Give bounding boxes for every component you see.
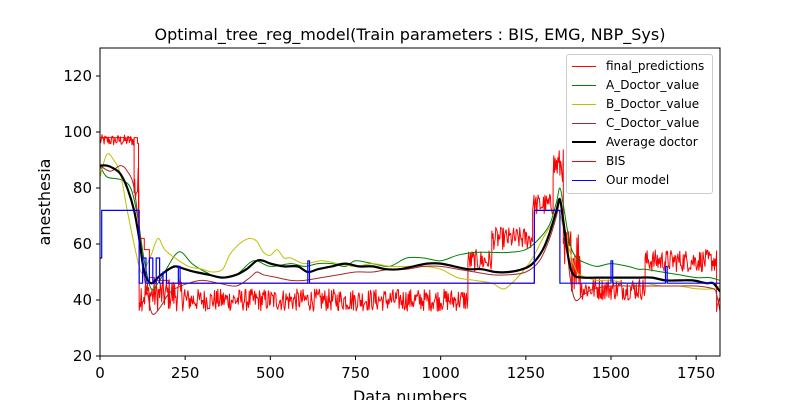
legend-label: A_Doctor_value (606, 78, 700, 92)
y-tick-label: 40 (73, 291, 92, 309)
legend-item-c-doctor: C_Doctor_value (567, 114, 714, 133)
x-tick-label: 1750 (677, 364, 715, 382)
series-our-model (100, 209, 720, 284)
legend-item-a-doctor: A_Doctor_value (567, 76, 714, 95)
legend-swatch-our-model (572, 180, 596, 181)
x-tick-label: 750 (341, 364, 370, 382)
plot-frame (99, 47, 721, 357)
y-tick-label: 60 (73, 235, 92, 253)
legend-swatch-final-predictions (572, 66, 596, 67)
chart-title: Optimal_tree_reg_model(Train parameters … (155, 25, 666, 45)
legend-label: BIS (606, 154, 626, 168)
legend-item-bis: BIS (567, 152, 714, 171)
plot-area (100, 134, 720, 315)
legend-swatch-a-doctor (572, 85, 596, 86)
legend-label: final_predictions (606, 59, 705, 73)
legend-swatch-c-doctor (572, 123, 596, 124)
legend-item-average-doctor: Average doctor (567, 133, 714, 152)
x-tick-label: 1250 (507, 364, 545, 382)
x-tick-label: 0 (95, 364, 105, 382)
x-tick-label: 1500 (592, 364, 630, 382)
y-tick-label: 20 (73, 347, 92, 365)
y-axis-label: anesthesia (35, 159, 54, 246)
y-tick-label: 100 (63, 123, 92, 141)
y-tick-label: 120 (63, 67, 92, 85)
y-tick-label: 80 (73, 179, 92, 197)
legend-item-final-predictions: final_predictions (567, 57, 714, 76)
legend-swatch-b-doctor (572, 104, 596, 105)
y-axis-ticks: 20 40 60 80 100 120 (63, 67, 100, 365)
legend-item-our-model: Our model (567, 171, 714, 190)
legend-item-b-doctor: B_Doctor_value (567, 95, 714, 114)
legend-label: Average doctor (606, 135, 698, 149)
legend: final_predictions A_Doctor_value B_Docto… (566, 54, 713, 194)
legend-label: Our model (606, 173, 670, 187)
legend-label: C_Doctor_value (606, 116, 700, 130)
x-axis-label: Data numbers (353, 387, 467, 400)
series-bis (100, 134, 720, 312)
series-a-doctor-value (100, 165, 720, 291)
series-b-doctor-value (100, 153, 720, 290)
x-axis-ticks: 0 250 500 750 1000 1250 1500 1750 (95, 356, 715, 382)
x-tick-label: 500 (256, 364, 285, 382)
x-tick-label: 250 (171, 364, 200, 382)
x-tick-label: 1000 (422, 364, 460, 382)
legend-swatch-average-doctor (572, 141, 596, 143)
legend-label: B_Doctor_value (606, 97, 700, 111)
legend-swatch-bis (572, 161, 596, 162)
